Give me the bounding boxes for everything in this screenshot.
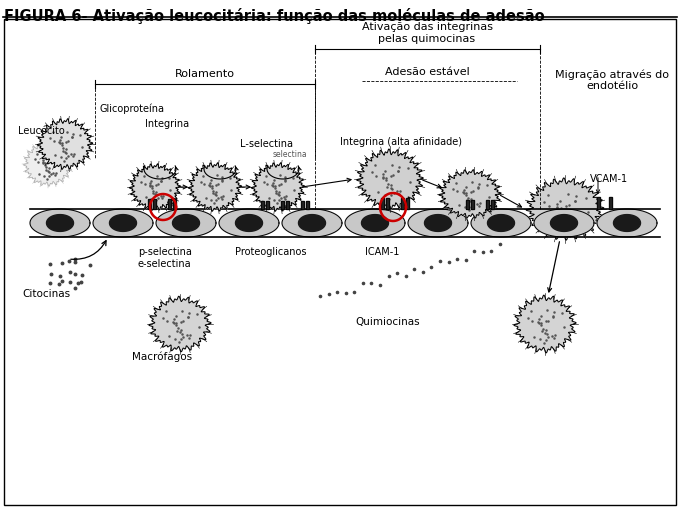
Polygon shape [609,197,611,209]
Polygon shape [362,215,388,232]
Polygon shape [491,200,494,209]
Text: Glicoproteína: Glicoproteína [100,103,165,114]
Polygon shape [466,200,469,209]
Text: VCAM-1: VCAM-1 [590,174,628,184]
Polygon shape [153,199,156,209]
Polygon shape [252,163,305,211]
Polygon shape [235,215,262,232]
Text: p-selectina
e-selectina: p-selectina e-selectina [138,247,192,269]
Polygon shape [282,209,342,237]
Polygon shape [424,215,452,232]
Polygon shape [30,209,90,237]
Text: FIGURA 6- Ativação leucocitária: função das moléculas de adesão: FIGURA 6- Ativação leucocitária: função … [4,8,545,24]
Text: Macrófagos: Macrófagos [132,352,192,362]
Text: L-selectina: L-selectina [240,139,293,149]
Polygon shape [514,295,576,353]
Polygon shape [168,199,171,209]
Polygon shape [24,142,72,186]
Polygon shape [386,198,389,209]
Polygon shape [173,199,176,209]
Polygon shape [46,215,73,232]
Polygon shape [188,163,241,211]
Text: selectina: selectina [273,150,307,158]
Polygon shape [93,209,153,237]
Polygon shape [149,296,211,352]
Polygon shape [301,201,304,209]
Polygon shape [129,164,180,210]
Text: Rolamento: Rolamento [175,69,235,79]
Polygon shape [471,200,474,209]
Polygon shape [306,201,309,209]
Text: ICAM-1: ICAM-1 [365,247,399,257]
Text: Quimiocinas: Quimiocinas [355,317,420,327]
Polygon shape [286,201,289,209]
Polygon shape [37,119,92,169]
Polygon shape [526,178,604,240]
Polygon shape [401,198,404,209]
Polygon shape [299,215,326,232]
Polygon shape [261,201,264,209]
Polygon shape [597,209,657,237]
Text: Ativação das integrinas
pelas quimocinas: Ativação das integrinas pelas quimocinas [362,22,492,44]
Text: Proteoglicanos: Proteoglicanos [235,247,307,257]
Polygon shape [551,215,577,232]
Polygon shape [156,209,216,237]
Polygon shape [219,209,279,237]
Polygon shape [357,149,423,209]
Polygon shape [281,201,284,209]
Polygon shape [408,209,468,237]
Polygon shape [471,209,531,237]
Polygon shape [613,215,641,232]
Text: Migração através do
endotélio: Migração através do endotélio [555,69,669,91]
Polygon shape [109,215,137,232]
Text: Citocinas: Citocinas [22,289,70,299]
Text: Adesão estável: Adesão estável [385,67,469,77]
Polygon shape [345,209,405,237]
Text: Integrina: Integrina [145,119,189,129]
Polygon shape [596,197,600,209]
Polygon shape [266,201,269,209]
Polygon shape [406,198,409,209]
Polygon shape [486,200,489,209]
Text: Leucócito: Leucócito [18,126,65,136]
Polygon shape [173,215,199,232]
Polygon shape [488,215,515,232]
Polygon shape [381,198,384,209]
Text: Integrina (alta afinidade): Integrina (alta afinidade) [340,137,462,147]
FancyArrowPatch shape [71,241,106,259]
Polygon shape [148,199,151,209]
Polygon shape [534,209,594,237]
Polygon shape [439,169,501,218]
